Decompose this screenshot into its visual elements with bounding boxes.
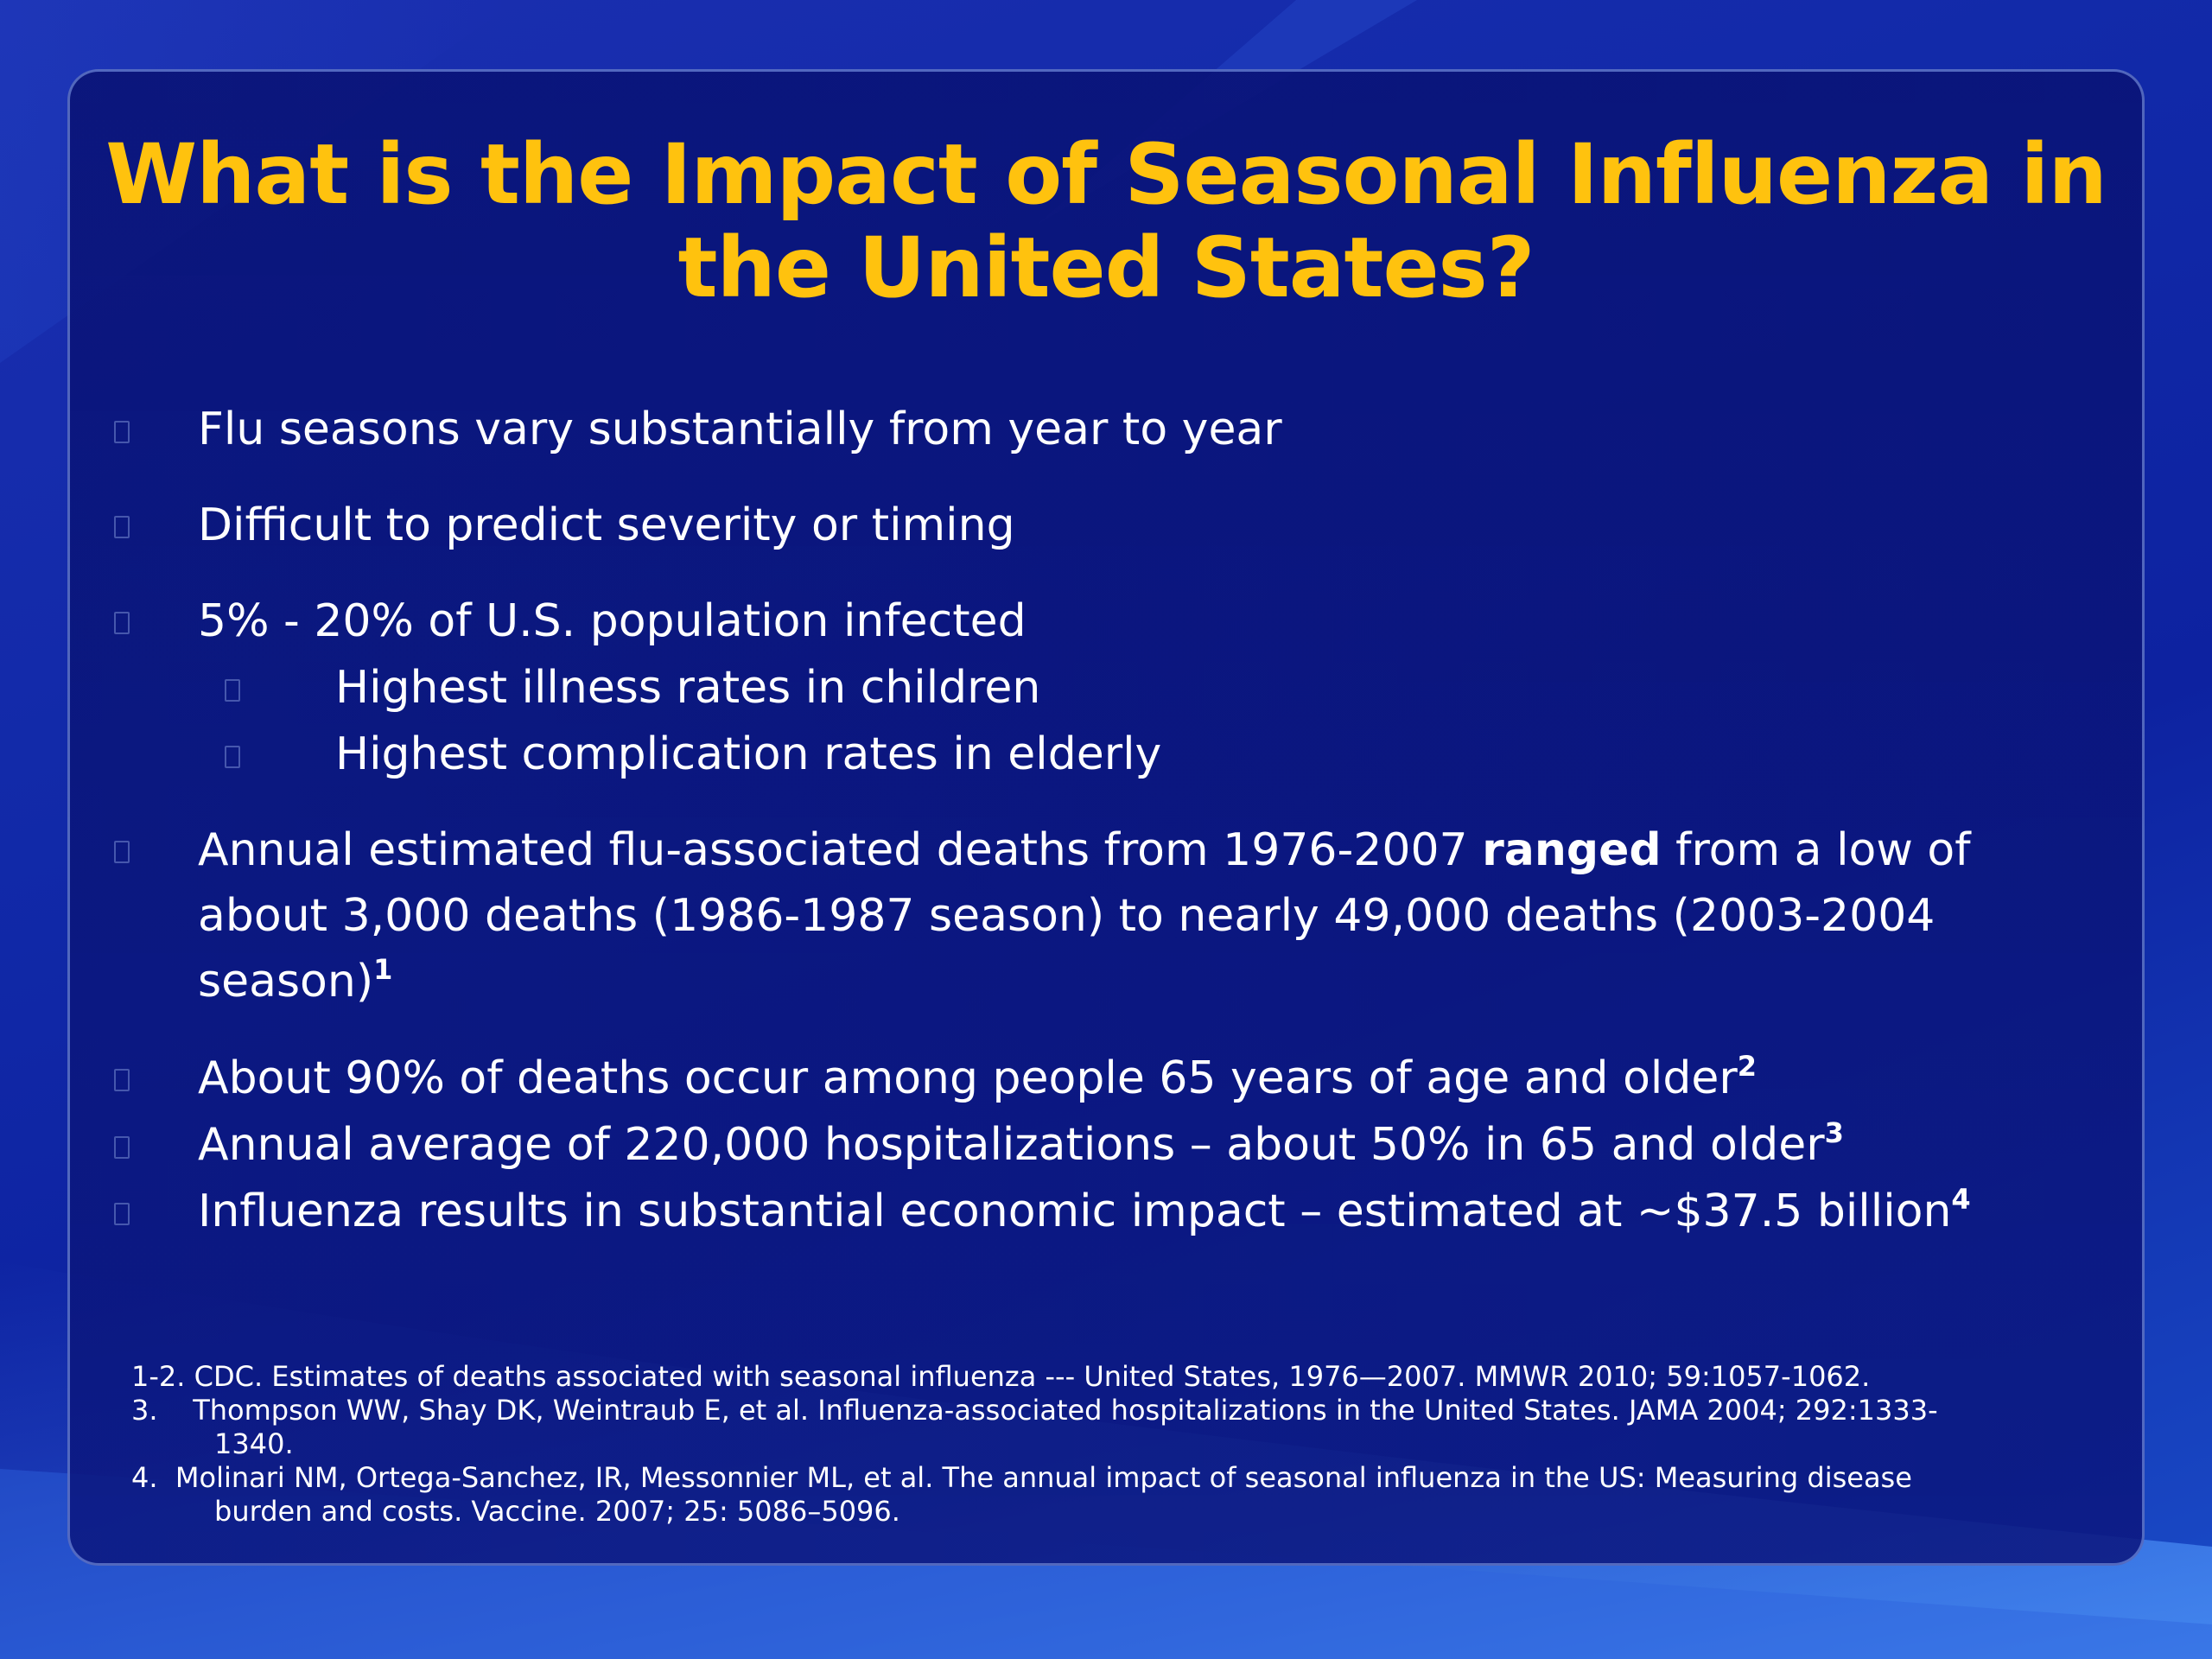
square-bullet-icon xyxy=(114,1069,130,1091)
reference-number: 4. xyxy=(131,1461,158,1494)
reference-number: 1-2. xyxy=(131,1360,186,1393)
square-bullet-icon xyxy=(114,841,130,863)
footnote-marker: 3 xyxy=(1824,1116,1844,1149)
bullet-text: Influenza results in substantial economi… xyxy=(198,1185,1952,1237)
square-bullet-icon xyxy=(114,612,130,634)
reference-text: Thompson WW, Shay DK, Weintraub E, et al… xyxy=(193,1394,1938,1427)
deaths-text-before: Annual estimated flu-associated deaths f… xyxy=(198,824,1483,876)
bullet-item: Flu seasons vary substantially from year… xyxy=(198,404,1282,455)
reference-text: Molinari NM, Ortega-Sanchez, IR, Messonn… xyxy=(175,1461,1912,1494)
references: 1-2. CDC. Estimates of deaths associated… xyxy=(131,1360,2032,1529)
reference-item: 4. Molinari NM, Ortega-Sanchez, IR, Mess… xyxy=(131,1461,2032,1529)
square-bullet-icon xyxy=(114,516,130,538)
reference-continuation: 1340. xyxy=(214,1427,294,1460)
footnote-marker: 2 xyxy=(1737,1050,1757,1083)
bullet-text: About 90% of deaths occur among people 6… xyxy=(198,1052,1738,1104)
square-bullet-icon xyxy=(114,1203,130,1225)
square-bullet-icon xyxy=(114,421,130,443)
content-panel xyxy=(67,69,2145,1566)
reference-number: 3. xyxy=(131,1394,158,1427)
bullet-text: Annual average of 220,000 hospitalizatio… xyxy=(198,1119,1825,1171)
bullet-item: Difficult to predict severity or timing xyxy=(198,499,1015,551)
footnote-marker: 1 xyxy=(373,953,393,986)
reference-item: 1-2. CDC. Estimates of deaths associated… xyxy=(131,1360,2032,1394)
sub-bullet-item: Highest complication rates in elderly xyxy=(335,728,1162,780)
reference-item: 3. Thompson WW, Shay DK, Weintraub E, et… xyxy=(131,1394,2032,1461)
bullet-item-deaths: Annual estimated flu-associated deaths f… xyxy=(198,817,2056,1020)
deaths-text-after: from a low of about 3,000 deaths (1986-1… xyxy=(198,824,1971,1007)
bullet-item: 5% - 20% of U.S. population infected xyxy=(198,595,1027,647)
square-bullet-icon xyxy=(225,679,240,702)
bullet-item: Influenza results in substantial economi… xyxy=(198,1179,1971,1249)
bullet-item: About 90% of deaths occur among people 6… xyxy=(198,1046,1757,1116)
reference-continuation: burden and costs. Vaccine. 2007; 25: 508… xyxy=(214,1495,900,1528)
deaths-text-bold: ranged xyxy=(1482,824,1662,876)
sub-bullet-item: Highest illness rates in children xyxy=(335,662,1041,714)
square-bullet-icon xyxy=(114,1136,130,1159)
square-bullet-icon xyxy=(225,746,240,768)
slide-title: What is the Impact of Seasonal Influenza… xyxy=(105,126,2107,316)
footnote-marker: 4 xyxy=(1951,1183,1971,1216)
bullet-item: Annual average of 220,000 hospitalizatio… xyxy=(198,1112,1844,1183)
reference-text: CDC. Estimates of deaths associated with… xyxy=(194,1360,1871,1393)
